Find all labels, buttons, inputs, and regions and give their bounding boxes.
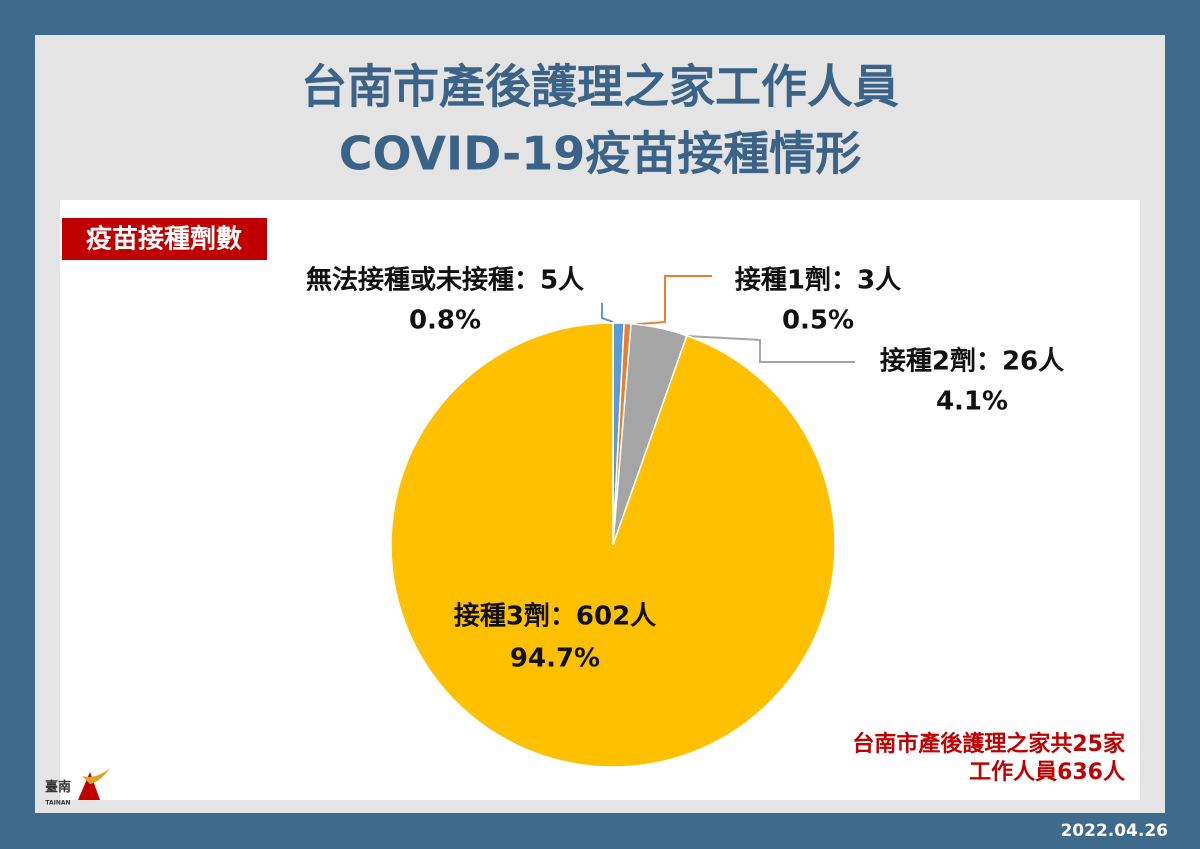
slice-percent: 0.8%	[409, 306, 481, 336]
slice-percent: 94.7%	[510, 644, 600, 674]
slice-label: 接種3劑：602人	[454, 601, 656, 632]
date: 2022.04.26	[1060, 821, 1168, 841]
slice-label: 無法接種或未接種：5人	[306, 266, 584, 296]
note: 工作人員636人	[969, 760, 1125, 785]
slice-label: 接種1劑：3人	[735, 265, 901, 296]
logo-text: 臺南	[45, 779, 71, 794]
leader-line	[601, 303, 614, 323]
badge: 疫苗接種劑數	[86, 224, 242, 255]
pie-slice	[390, 322, 836, 768]
logo-sub: TAINAN	[45, 800, 70, 807]
leader-line	[627, 275, 712, 326]
title: 台南市產後護理之家工作人員	[301, 60, 899, 114]
logo-mark	[82, 768, 110, 784]
leader-line	[686, 335, 855, 363]
slice-percent: 4.1%	[936, 387, 1008, 417]
badge-bg	[62, 218, 267, 260]
slice-percent: 0.5%	[782, 306, 854, 336]
slice-label: 接種2劑：26人	[880, 346, 1064, 377]
logo-mark	[78, 772, 100, 800]
title: COVID-19疫苗接種情形	[339, 127, 862, 181]
note: 台南市產後護理之家共25家	[852, 731, 1126, 757]
